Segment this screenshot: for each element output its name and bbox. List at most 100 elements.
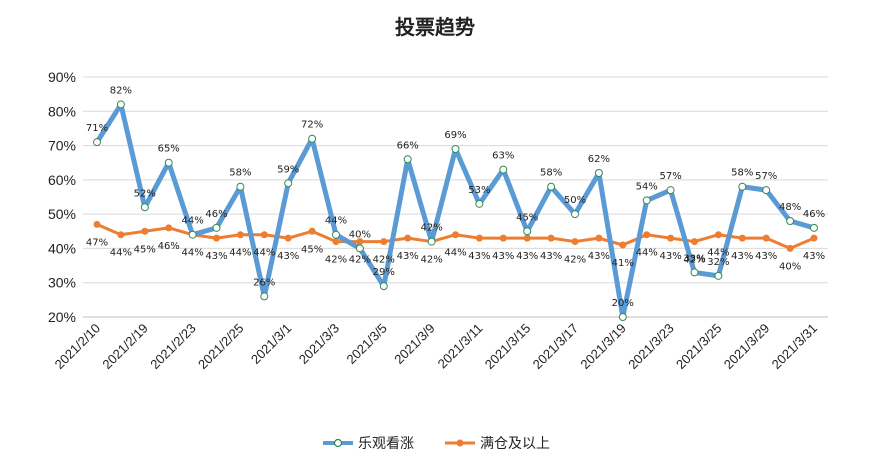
legend-marker-optimistic bbox=[333, 438, 343, 448]
point-fullposition bbox=[284, 234, 292, 242]
point-fullposition bbox=[667, 234, 675, 242]
data-label-optimistic: 82% bbox=[110, 85, 132, 96]
data-label-fullposition: 43% bbox=[803, 251, 825, 262]
data-label-fullposition: 44% bbox=[636, 248, 658, 259]
x-tick-label: 2021/3/23 bbox=[625, 321, 677, 373]
point-optimistic bbox=[451, 145, 460, 153]
point-optimistic bbox=[499, 165, 508, 174]
x-tick-label: 2021/2/23 bbox=[147, 321, 199, 373]
point-fullposition bbox=[738, 234, 746, 242]
y-tick-label: 90% bbox=[48, 69, 76, 85]
data-label-optimistic: 62% bbox=[588, 154, 610, 165]
data-label-optimistic: 33% bbox=[683, 253, 705, 264]
point-optimistic bbox=[93, 138, 101, 147]
point-fullposition bbox=[404, 234, 412, 242]
legend-label-optimistic: 乐观看涨 bbox=[358, 436, 414, 452]
y-tick-label: 20% bbox=[48, 309, 76, 325]
point-optimistic bbox=[355, 244, 364, 253]
data-label-optimistic: 72% bbox=[301, 120, 323, 131]
point-optimistic bbox=[786, 217, 795, 225]
data-label-fullposition: 43% bbox=[731, 251, 753, 262]
data-label-optimistic: 20% bbox=[612, 298, 634, 309]
data-label-fullposition: 44% bbox=[181, 248, 203, 259]
legend: 乐观看涨 满仓及以上 bbox=[323, 436, 550, 452]
data-label-optimistic: 65% bbox=[158, 144, 180, 155]
data-label-optimistic: 57% bbox=[659, 171, 681, 182]
point-optimistic bbox=[116, 100, 125, 109]
data-label-fullposition: 43% bbox=[755, 251, 777, 262]
data-label-fullposition: 43% bbox=[277, 251, 299, 262]
y-tick-label: 50% bbox=[48, 206, 76, 222]
chart-title: 投票趋势 bbox=[395, 15, 475, 39]
point-fullposition bbox=[165, 224, 173, 232]
x-tick-label: 2021/3/31 bbox=[769, 321, 821, 373]
data-label-fullposition: 42% bbox=[683, 255, 705, 266]
point-fullposition bbox=[260, 231, 268, 239]
data-label-fullposition: 46% bbox=[158, 241, 180, 252]
data-label-fullposition: 44% bbox=[444, 248, 466, 259]
data-label-fullposition: 43% bbox=[468, 251, 490, 262]
data-label-fullposition: 43% bbox=[540, 251, 562, 262]
data-label-fullposition: 44% bbox=[229, 248, 251, 259]
data-label-optimistic: 46% bbox=[803, 209, 825, 220]
data-label-optimistic: 58% bbox=[229, 168, 251, 179]
data-label-optimistic: 46% bbox=[205, 209, 227, 220]
point-optimistic bbox=[714, 271, 723, 280]
x-tick-label: 2021/3/25 bbox=[673, 321, 725, 373]
y-tick-label: 60% bbox=[48, 172, 76, 188]
data-label-optimistic: 58% bbox=[731, 168, 753, 179]
point-fullposition bbox=[499, 234, 507, 242]
data-label-optimistic: 53% bbox=[468, 185, 490, 196]
point-optimistic bbox=[427, 237, 436, 246]
point-optimistic bbox=[547, 182, 556, 191]
data-label-optimistic: 69% bbox=[444, 130, 466, 141]
legend-item-fullposition[interactable]: 满仓及以上 bbox=[445, 436, 550, 452]
point-optimistic bbox=[236, 182, 245, 191]
data-label-optimistic: 48% bbox=[779, 202, 801, 213]
data-label-fullposition: 42% bbox=[564, 255, 586, 266]
y-tick-label: 30% bbox=[48, 275, 76, 291]
legend-item-optimistic[interactable]: 乐观看涨 bbox=[323, 436, 414, 452]
point-fullposition bbox=[141, 227, 149, 235]
point-optimistic bbox=[212, 223, 221, 232]
data-label-fullposition: 42% bbox=[349, 255, 371, 266]
point-optimistic bbox=[308, 134, 317, 143]
data-label-fullposition: 43% bbox=[397, 251, 419, 262]
y-tick-label: 70% bbox=[48, 138, 76, 154]
y-tick-label: 40% bbox=[48, 240, 76, 256]
data-label-optimistic: 50% bbox=[564, 195, 586, 206]
point-optimistic bbox=[618, 313, 627, 321]
data-label-optimistic: 58% bbox=[540, 168, 562, 179]
data-label-optimistic: 71% bbox=[86, 123, 108, 134]
data-label-fullposition: 44% bbox=[110, 248, 132, 259]
point-fullposition bbox=[523, 234, 531, 242]
data-label-fullposition: 43% bbox=[588, 251, 610, 262]
point-fullposition bbox=[547, 234, 555, 242]
point-optimistic bbox=[642, 196, 651, 205]
point-optimistic bbox=[523, 227, 532, 236]
point-fullposition bbox=[452, 231, 459, 239]
point-optimistic bbox=[762, 186, 771, 195]
point-optimistic bbox=[666, 186, 675, 195]
data-label-optimistic: 44% bbox=[325, 216, 347, 227]
data-label-optimistic: 45% bbox=[516, 212, 538, 223]
point-optimistic bbox=[571, 210, 579, 219]
point-fullposition bbox=[475, 234, 483, 242]
series-group bbox=[93, 100, 818, 321]
x-tick-label: 2021/3/1 bbox=[248, 321, 294, 367]
data-label-fullposition: 42% bbox=[325, 255, 347, 266]
point-fullposition bbox=[332, 238, 340, 246]
data-label-optimistic: 52% bbox=[134, 188, 156, 199]
x-tick-label: 2021/3/5 bbox=[344, 321, 390, 367]
gridlines bbox=[83, 76, 828, 318]
x-tick-label: 2021/3/9 bbox=[391, 321, 437, 367]
data-labels: 71%82%52%65%44%46%58%26%59%72%44%40%29%6… bbox=[86, 85, 825, 309]
data-label-fullposition: 45% bbox=[134, 244, 156, 255]
data-label-optimistic: 40% bbox=[349, 229, 371, 240]
data-label-optimistic: 66% bbox=[397, 140, 419, 151]
data-label-optimistic: 59% bbox=[277, 164, 299, 175]
y-tick-label: 80% bbox=[48, 103, 76, 119]
point-optimistic bbox=[379, 282, 388, 291]
point-fullposition bbox=[619, 241, 627, 249]
